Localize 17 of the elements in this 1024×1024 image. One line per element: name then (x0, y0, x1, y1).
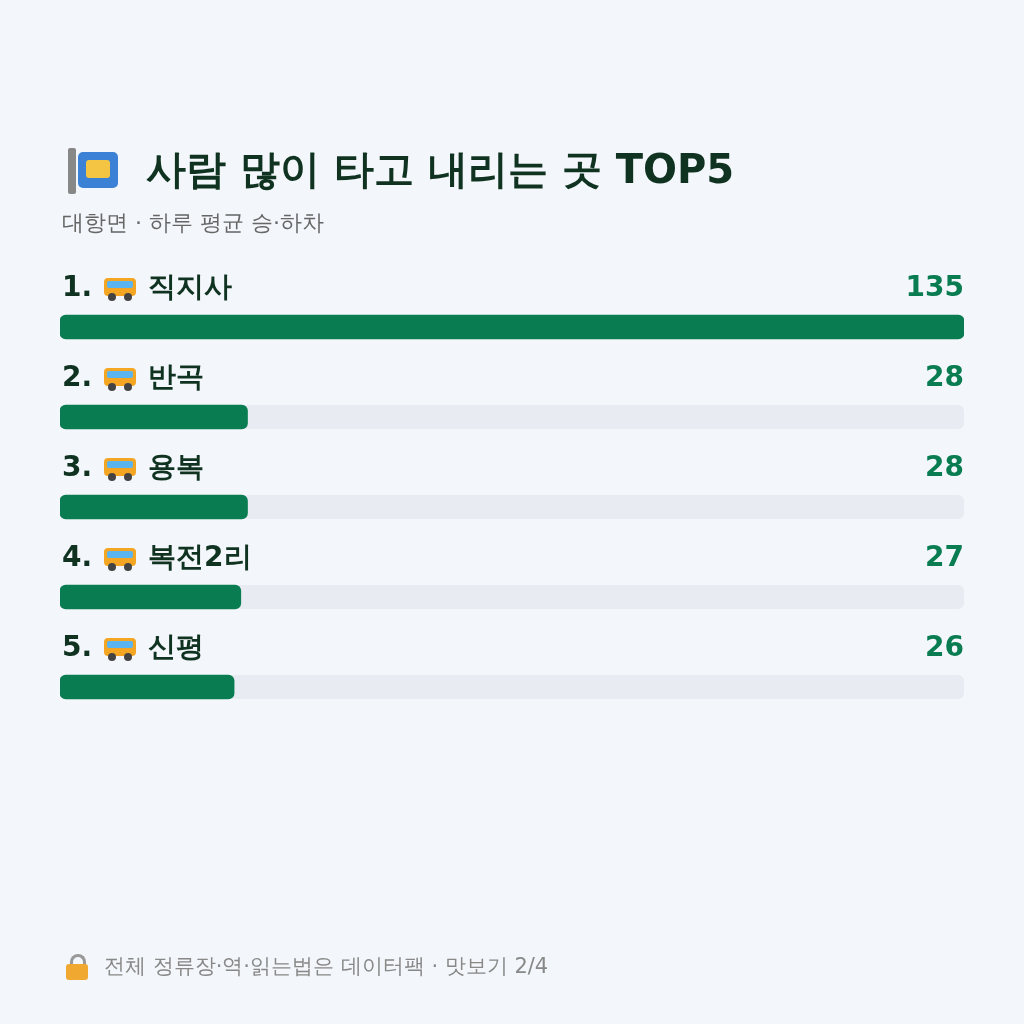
bar (60, 674, 235, 700)
chart-title: 사람 많이 타고 내리는 곳 TOP5 (146, 145, 735, 194)
category-label: 4. 복전2리 (62, 540, 252, 574)
chart-subtitle: 대항면 · 하루 평균 승·하차 (62, 209, 324, 237)
data-label: 28 (925, 450, 964, 484)
category-label: 1. 직지사 (62, 270, 233, 304)
category-label: 5. 신평 (62, 630, 205, 664)
bar (60, 494, 248, 520)
text: 전체 정류장·역·읽는법은 데이터팩 · 맛보기 2/4 (104, 953, 549, 980)
bar (60, 404, 248, 430)
bar (60, 584, 242, 610)
data-label: 135 (905, 270, 964, 304)
category-label: 3. 용복 (62, 450, 205, 484)
data-label: 28 (925, 360, 964, 394)
data-label: 26 (925, 630, 964, 664)
data-label: 27 (925, 540, 964, 574)
category-label: 2. 반곡 (62, 360, 205, 394)
